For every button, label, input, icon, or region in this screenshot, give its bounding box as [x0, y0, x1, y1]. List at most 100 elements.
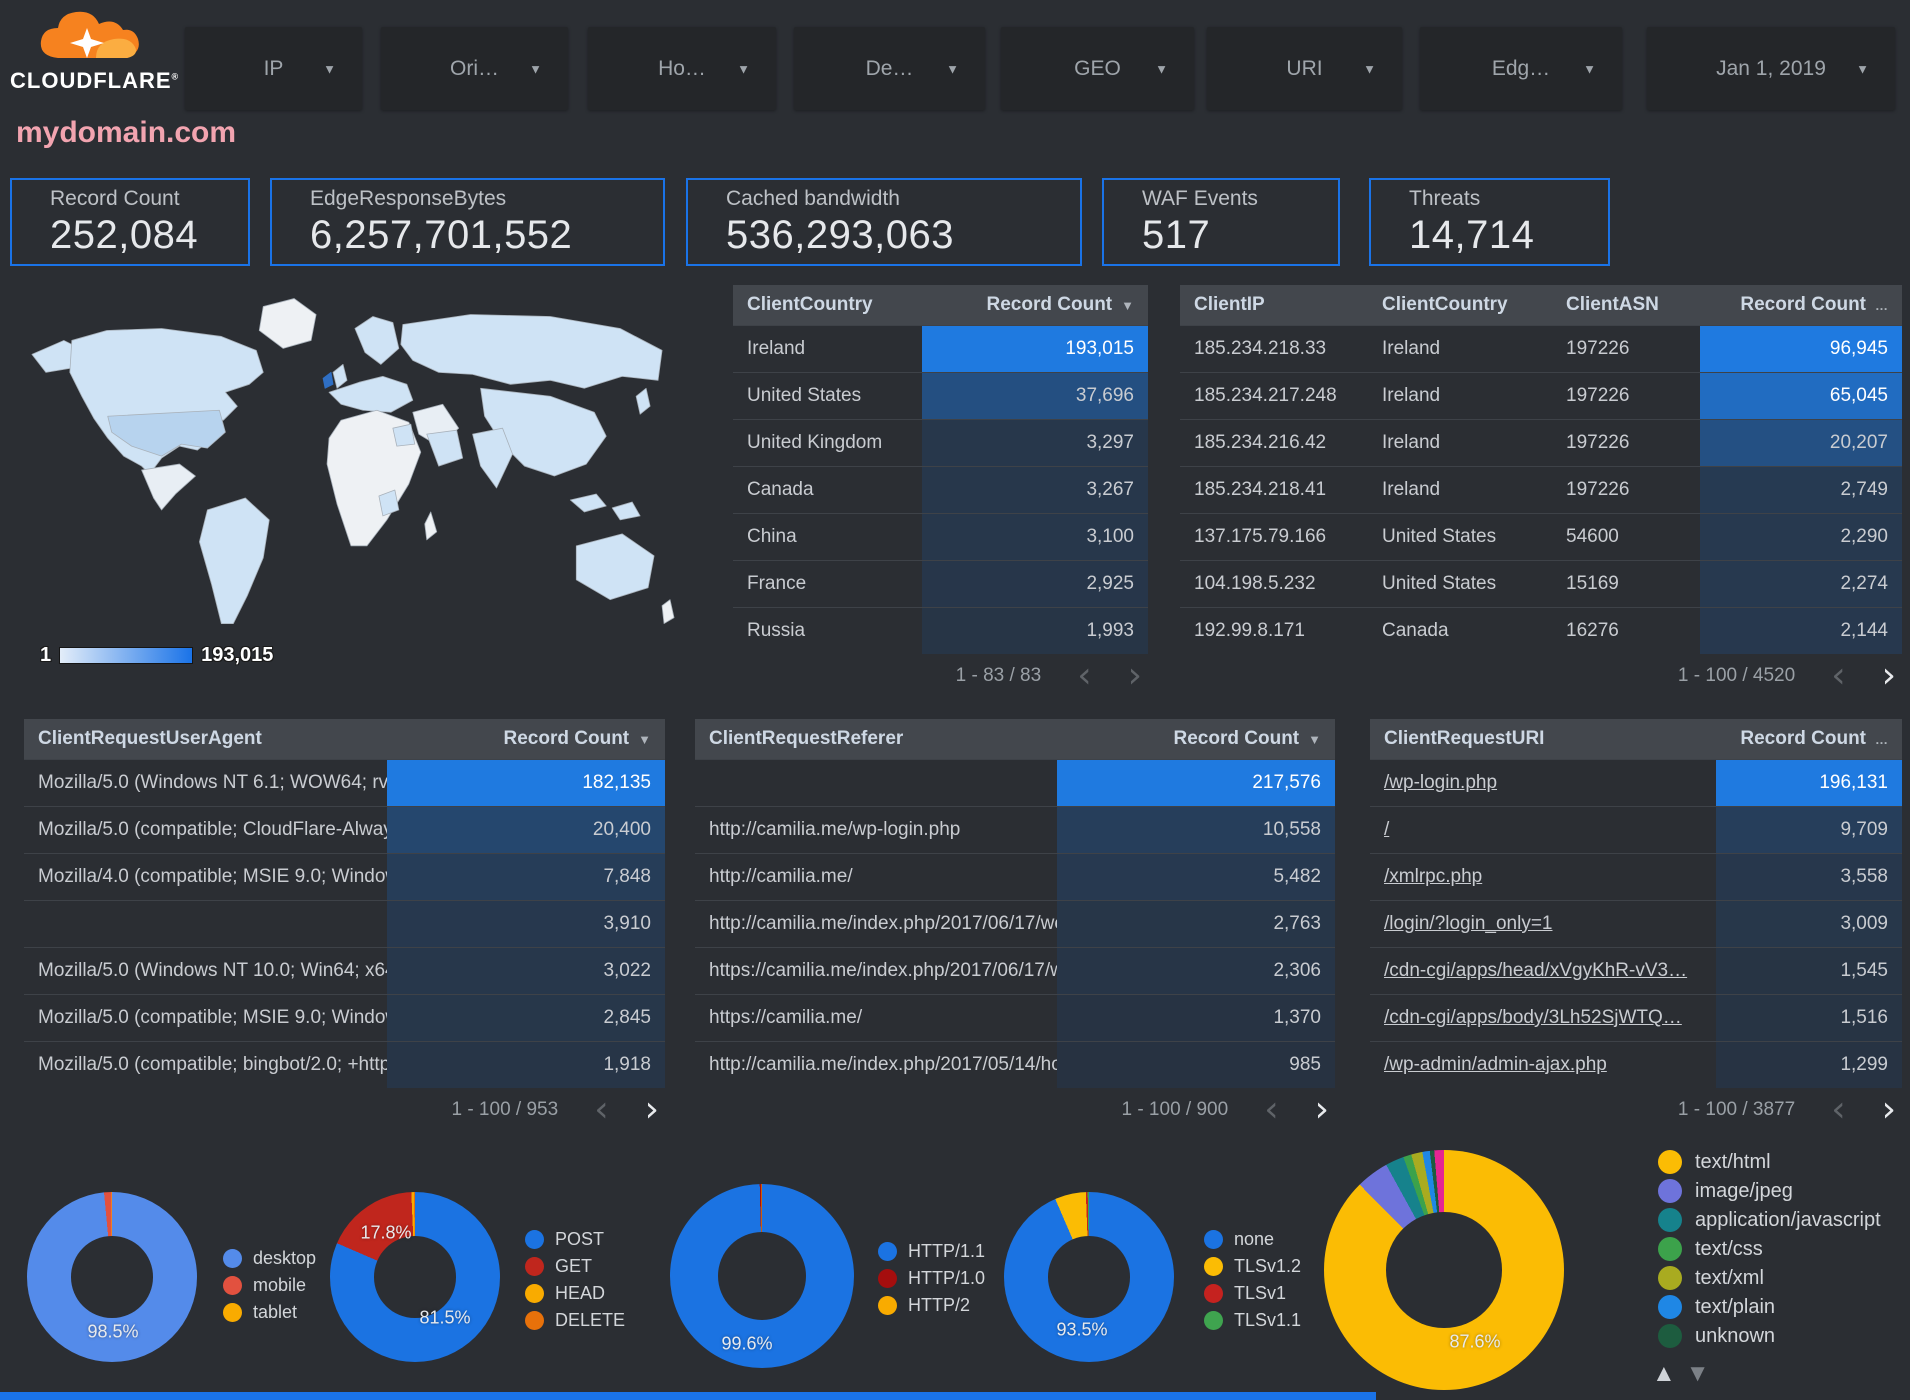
column-header[interactable]: Record Count…: [1740, 728, 1888, 749]
table-row[interactable]: Mozilla/5.0 (compatible; bingbot/2.0; +h…: [24, 1041, 665, 1088]
legend-label: text/xml: [1695, 1266, 1764, 1289]
table-client-request-referer: ClientRequestReferer Record Count ▼ 217,576…: [695, 719, 1335, 1130]
table-row[interactable]: Ireland 193,015: [733, 325, 1148, 372]
filter-label: Ori…: [450, 56, 499, 80]
table-row[interactable]: 185.234.218.41 Ireland 197226 2,749: [1180, 466, 1902, 513]
table-row[interactable]: 185.234.218.33 Ireland 197226 96,945: [1180, 325, 1902, 372]
table-row[interactable]: https://camilia.me/1,370: [695, 994, 1335, 1041]
next-page-icon[interactable]: ›: [1881, 655, 1896, 696]
table-row[interactable]: http://camilia.me/5,482: [695, 853, 1335, 900]
prev-page-icon[interactable]: ‹: [1077, 655, 1092, 696]
column-header[interactable]: ClientRequestReferer: [709, 728, 904, 749]
chart-http-protocol: 99.6% HTTP/1.1 HTTP/1.0 HTTP/2: [670, 1184, 985, 1368]
table-row[interactable]: /cdn-cgi/apps/body/3Lh52SjWTQ… 1,516: [1370, 994, 1902, 1041]
table-row[interactable]: Mozilla/4.0 (compatible; MSIE 9.0; Windo…: [24, 853, 665, 900]
table-row[interactable]: /cdn-cgi/apps/head/xVgyKhR-vV3… 1,545: [1370, 947, 1902, 994]
column-header[interactable]: Record Count…: [1740, 294, 1888, 315]
legend-item: HTTP/1.1: [878, 1241, 985, 1262]
next-page-icon[interactable]: ›: [1314, 1089, 1329, 1130]
table-row[interactable]: 104.198.5.232 United States 15169 2,274: [1180, 560, 1902, 607]
column-header[interactable]: ClientIP: [1194, 294, 1265, 315]
table-row[interactable]: 137.175.79.166 United States 54600 2,290: [1180, 513, 1902, 560]
table-row[interactable]: Mozilla/5.0 (Windows NT 6.1; WOW64; rv:1…: [24, 759, 665, 806]
scroll-up-icon[interactable]: ▲: [1652, 1360, 1676, 1387]
table-row[interactable]: United Kingdom 3,297: [733, 419, 1148, 466]
table-row[interactable]: http://camilia.me/wp-login.php 10,558: [695, 806, 1335, 853]
filter-host[interactable]: Ho… ▼: [588, 27, 776, 110]
chart-legend: POST GET HEAD DELETE: [525, 1229, 625, 1331]
uri-link[interactable]: /login/?login_only=1: [1384, 913, 1553, 934]
table-row[interactable]: /wp-admin/admin-ajax.php 1,299: [1370, 1041, 1902, 1088]
prev-page-icon[interactable]: ‹: [1831, 1089, 1846, 1130]
table-row[interactable]: 217,576: [695, 759, 1335, 806]
table-row[interactable]: United States 37,696: [733, 372, 1148, 419]
table-row[interactable]: Russia 1,993: [733, 607, 1148, 654]
filter-device[interactable]: De… ▼: [794, 27, 985, 110]
record-count-cell: 1,918: [387, 1042, 665, 1088]
column-header[interactable]: Record Count ▼: [986, 294, 1134, 315]
legend-gradient-bar: [59, 647, 194, 664]
filter-edge[interactable]: Edg… ▼: [1420, 27, 1622, 110]
table-row[interactable]: /xmlrpc.php 3,558: [1370, 853, 1902, 900]
column-header[interactable]: Record Count ▼: [1173, 728, 1321, 749]
donut-chart-content-type[interactable]: [1324, 1150, 1564, 1390]
data-cell: http://camilia.me/index.php/2017/05/14/h…: [709, 1054, 1057, 1075]
scroll-down-icon[interactable]: ▼: [1685, 1360, 1710, 1387]
filter-geo[interactable]: GEO ▼: [1001, 27, 1194, 110]
filter-ip[interactable]: IP ▼: [185, 27, 362, 110]
donut-chart-http-protocol[interactable]: [670, 1184, 854, 1368]
uri-link[interactable]: /xmlrpc.php: [1384, 866, 1483, 887]
prev-page-icon[interactable]: ‹: [1264, 1089, 1279, 1130]
donut-chart-device-type[interactable]: [27, 1192, 197, 1362]
legend-dot-icon: [525, 1284, 544, 1303]
table-row[interactable]: Canada 3,267: [733, 466, 1148, 513]
table-row[interactable]: 192.99.8.171 Canada 16276 2,144: [1180, 607, 1902, 654]
legend-label: TLSv1.2: [1234, 1256, 1302, 1276]
date-range-picker[interactable]: Jan 1, 2019 ▼: [1647, 27, 1895, 110]
column-header[interactable]: ClientRequestUserAgent: [38, 728, 262, 749]
data-cell: Ireland: [747, 338, 806, 359]
table-row[interactable]: http://camilia.me/index.php/2017/05/14/h…: [695, 1041, 1335, 1088]
next-page-icon[interactable]: ›: [1881, 1089, 1896, 1130]
table-row[interactable]: /login/?login_only=1 3,009: [1370, 900, 1902, 947]
uri-link[interactable]: /cdn-cgi/apps/head/xVgyKhR-vV3…: [1384, 960, 1688, 981]
table-row[interactable]: http://camilia.me/index.php/2017/06/17/w…: [695, 900, 1335, 947]
prev-page-icon[interactable]: ‹: [594, 1089, 609, 1130]
column-header[interactable]: ClientCountry: [747, 294, 873, 315]
filter-uri[interactable]: URI ▼: [1207, 27, 1402, 110]
column-header[interactable]: ClientRequestURI: [1384, 728, 1545, 749]
map-color-legend: 1 193,015: [40, 644, 273, 667]
uri-link[interactable]: /wp-admin/admin-ajax.php: [1384, 1054, 1607, 1075]
column-header[interactable]: ClientCountry: [1382, 294, 1508, 315]
table-row[interactable]: https://camilia.me/index.php/2017/06/17/…: [695, 947, 1335, 994]
table-row[interactable]: Mozilla/5.0 (compatible; MSIE 9.0; Windo…: [24, 994, 665, 1041]
legend-item: desktop: [223, 1248, 316, 1269]
legend-min: 1: [40, 644, 52, 666]
table-row[interactable]: China 3,100: [733, 513, 1148, 560]
donut-chart-tls-version[interactable]: [1004, 1192, 1174, 1362]
table-row[interactable]: 3,910: [24, 900, 665, 947]
table-row[interactable]: /wp-login.php 196,131: [1370, 759, 1902, 806]
table-row[interactable]: France 2,925: [733, 560, 1148, 607]
data-cell: United States: [1382, 573, 1497, 594]
uri-link[interactable]: /cdn-cgi/apps/body/3Lh52SjWTQ…: [1384, 1007, 1682, 1028]
legend-item: unknown: [1658, 1324, 1881, 1348]
table-row[interactable]: Mozilla/5.0 (compatible; CloudFlare-Alwa…: [24, 806, 665, 853]
table-row[interactable]: 185.234.217.248 Ireland 197226 65,045: [1180, 372, 1902, 419]
next-page-icon[interactable]: ›: [644, 1089, 659, 1130]
record-count-cell: 20,400: [387, 807, 665, 853]
column-header[interactable]: ClientASN: [1566, 294, 1659, 315]
column-header[interactable]: Record Count ▼: [503, 728, 651, 749]
table-row[interactable]: Mozilla/5.0 (Windows NT 10.0; Win64; x64…: [24, 947, 665, 994]
chevron-down-icon: ▼: [1856, 61, 1869, 76]
uri-link[interactable]: /wp-login.php: [1384, 772, 1498, 793]
filter-origin[interactable]: Ori… ▼: [381, 27, 568, 110]
table-row[interactable]: 185.234.216.42 Ireland 197226 20,207: [1180, 419, 1902, 466]
record-count-cell: 1,370: [1057, 995, 1335, 1041]
world-map[interactable]: [12, 288, 680, 688]
prev-page-icon[interactable]: ‹: [1831, 655, 1846, 696]
table-row[interactable]: / 9,709: [1370, 806, 1902, 853]
donut-chart-request-method[interactable]: [330, 1192, 500, 1362]
next-page-icon[interactable]: ›: [1127, 655, 1142, 696]
uri-link[interactable]: /: [1384, 819, 1390, 840]
